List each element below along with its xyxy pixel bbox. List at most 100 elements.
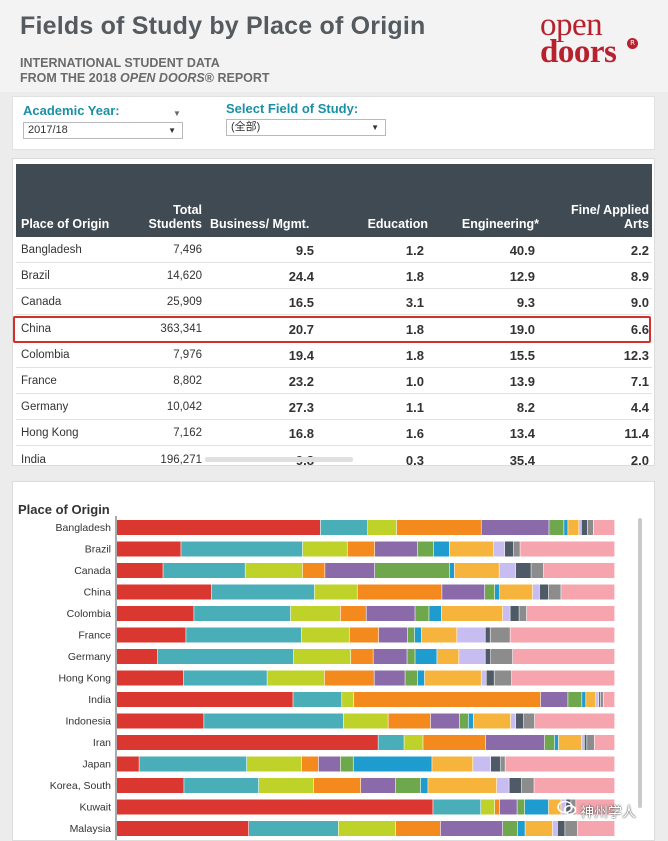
bar-segment[interactable] xyxy=(117,756,139,772)
bar-segment[interactable] xyxy=(417,541,434,557)
bar-segment[interactable] xyxy=(433,541,450,557)
bar-segment[interactable] xyxy=(502,821,518,836)
table-row[interactable]: Brazil 14,620 24.4 1.8 12.9 8.9 xyxy=(16,263,652,290)
bar-segment[interactable] xyxy=(117,563,163,578)
bar-segment[interactable] xyxy=(395,821,441,836)
bar-segment[interactable] xyxy=(347,541,375,557)
bar-segment[interactable] xyxy=(301,756,319,772)
bar-segment[interactable] xyxy=(600,692,603,707)
bar-segment[interactable] xyxy=(430,713,460,729)
bar-segment[interactable] xyxy=(374,670,405,686)
bar-segment[interactable] xyxy=(486,735,545,750)
bar-segment[interactable] xyxy=(186,627,302,643)
bar-segment[interactable] xyxy=(374,541,418,557)
bar-segment[interactable] xyxy=(117,627,186,643)
bar-segment[interactable] xyxy=(361,778,396,793)
bar-segment[interactable] xyxy=(499,563,516,578)
bar-segment[interactable] xyxy=(342,692,354,707)
bar-segment[interactable] xyxy=(420,778,428,793)
bar-segment[interactable] xyxy=(517,821,525,836)
bar-segment[interactable] xyxy=(481,670,486,686)
bar-segment[interactable] xyxy=(548,584,561,600)
bar-segment[interactable] xyxy=(534,713,615,729)
bar-segment[interactable] xyxy=(510,713,516,729)
bar-segment[interactable] xyxy=(117,778,184,793)
bar-segment[interactable] xyxy=(481,799,495,815)
bar-segment[interactable] xyxy=(183,670,267,686)
bar-segment[interactable] xyxy=(496,778,509,793)
field-of-study-select[interactable]: (全部) ▼ xyxy=(226,119,386,136)
bar-segment[interactable] xyxy=(433,799,481,815)
bar-segment[interactable] xyxy=(313,778,361,793)
bar-segment[interactable] xyxy=(301,627,349,643)
bar-segment[interactable] xyxy=(491,756,501,772)
bar-segment[interactable] xyxy=(549,520,564,535)
bar-segment[interactable] xyxy=(510,627,615,643)
bar-segment[interactable] xyxy=(539,584,549,600)
bar-segment[interactable] xyxy=(117,713,204,729)
bar-segment[interactable] xyxy=(457,627,485,643)
vertical-scrollbar[interactable] xyxy=(638,518,642,808)
bar-segment[interactable] xyxy=(581,520,588,535)
bar-segment[interactable] xyxy=(524,799,549,815)
bar-segment[interactable] xyxy=(554,735,559,750)
bar-segment[interactable] xyxy=(117,692,293,707)
bar-segment[interactable] xyxy=(552,821,558,836)
bar-segment[interactable] xyxy=(459,649,485,664)
bar-segment[interactable] xyxy=(531,563,544,578)
bar-segment[interactable] xyxy=(586,692,596,707)
bar-segment[interactable] xyxy=(367,520,397,535)
bar-segment[interactable] xyxy=(258,778,314,793)
bar-segment[interactable] xyxy=(442,584,485,600)
bar-segment[interactable] xyxy=(414,627,422,643)
bar-segment[interactable] xyxy=(490,627,510,643)
bar-segment[interactable] xyxy=(454,563,499,578)
bar-segment[interactable] xyxy=(513,541,520,557)
bar-segment[interactable] xyxy=(351,649,373,664)
bar-segment[interactable] xyxy=(581,735,585,750)
bar-segment[interactable] xyxy=(485,649,491,664)
bar-segment[interactable] xyxy=(428,778,497,793)
bar-segment[interactable] xyxy=(204,713,343,729)
bar-segment[interactable] xyxy=(565,821,578,836)
bar-segment[interactable] xyxy=(354,692,541,707)
bar-segment[interactable] xyxy=(521,778,534,793)
bar-segment[interactable] xyxy=(366,606,415,621)
bar-segment[interactable] xyxy=(324,670,374,686)
bar-segment[interactable] xyxy=(314,584,357,600)
bar-segment[interactable] xyxy=(378,627,408,643)
bar-segment[interactable] xyxy=(293,649,351,664)
bar-segment[interactable] xyxy=(429,606,442,621)
bar-segment[interactable] xyxy=(502,606,510,621)
bar-segment[interactable] xyxy=(318,756,340,772)
bar-segment[interactable] xyxy=(441,606,503,621)
table-row[interactable]: Germany 10,042 27.3 1.1 8.2 4.4 xyxy=(16,394,652,421)
bar-segment[interactable] xyxy=(117,735,378,750)
bar-segment[interactable] xyxy=(564,520,568,535)
bar-segment[interactable] xyxy=(357,584,442,600)
bar-segment[interactable] xyxy=(519,606,527,621)
bar-segment[interactable] xyxy=(424,670,481,686)
bar-segment[interactable] xyxy=(473,756,491,772)
bar-segment[interactable] xyxy=(544,735,555,750)
bar-segment[interactable] xyxy=(582,692,586,707)
bar-segment[interactable] xyxy=(437,649,459,664)
bar-segment[interactable] xyxy=(325,563,375,578)
table-row[interactable]: France 8,802 23.2 1.0 13.9 7.1 xyxy=(16,368,652,394)
bar-segment[interactable] xyxy=(515,563,531,578)
academic-year-select[interactable]: 2017/18 ▼ xyxy=(23,122,183,139)
table-row[interactable]: Colombia 7,976 19.4 1.8 15.5 12.3 xyxy=(16,342,652,368)
bar-segment[interactable] xyxy=(532,584,540,600)
bar-segment[interactable] xyxy=(576,799,615,815)
bar-segment[interactable] xyxy=(374,563,450,578)
bar-segment[interactable] xyxy=(557,821,565,836)
bar-segment[interactable] xyxy=(117,520,321,535)
bar-segment[interactable] xyxy=(517,799,525,815)
bar-segment[interactable] xyxy=(599,692,600,707)
bar-segment[interactable] xyxy=(378,735,404,750)
bar-segment[interactable] xyxy=(449,563,455,578)
bar-segment[interactable] xyxy=(290,606,340,621)
bar-segment[interactable] xyxy=(511,670,615,686)
bar-segment[interactable] xyxy=(500,756,505,772)
bar-segment[interactable] xyxy=(593,520,615,535)
